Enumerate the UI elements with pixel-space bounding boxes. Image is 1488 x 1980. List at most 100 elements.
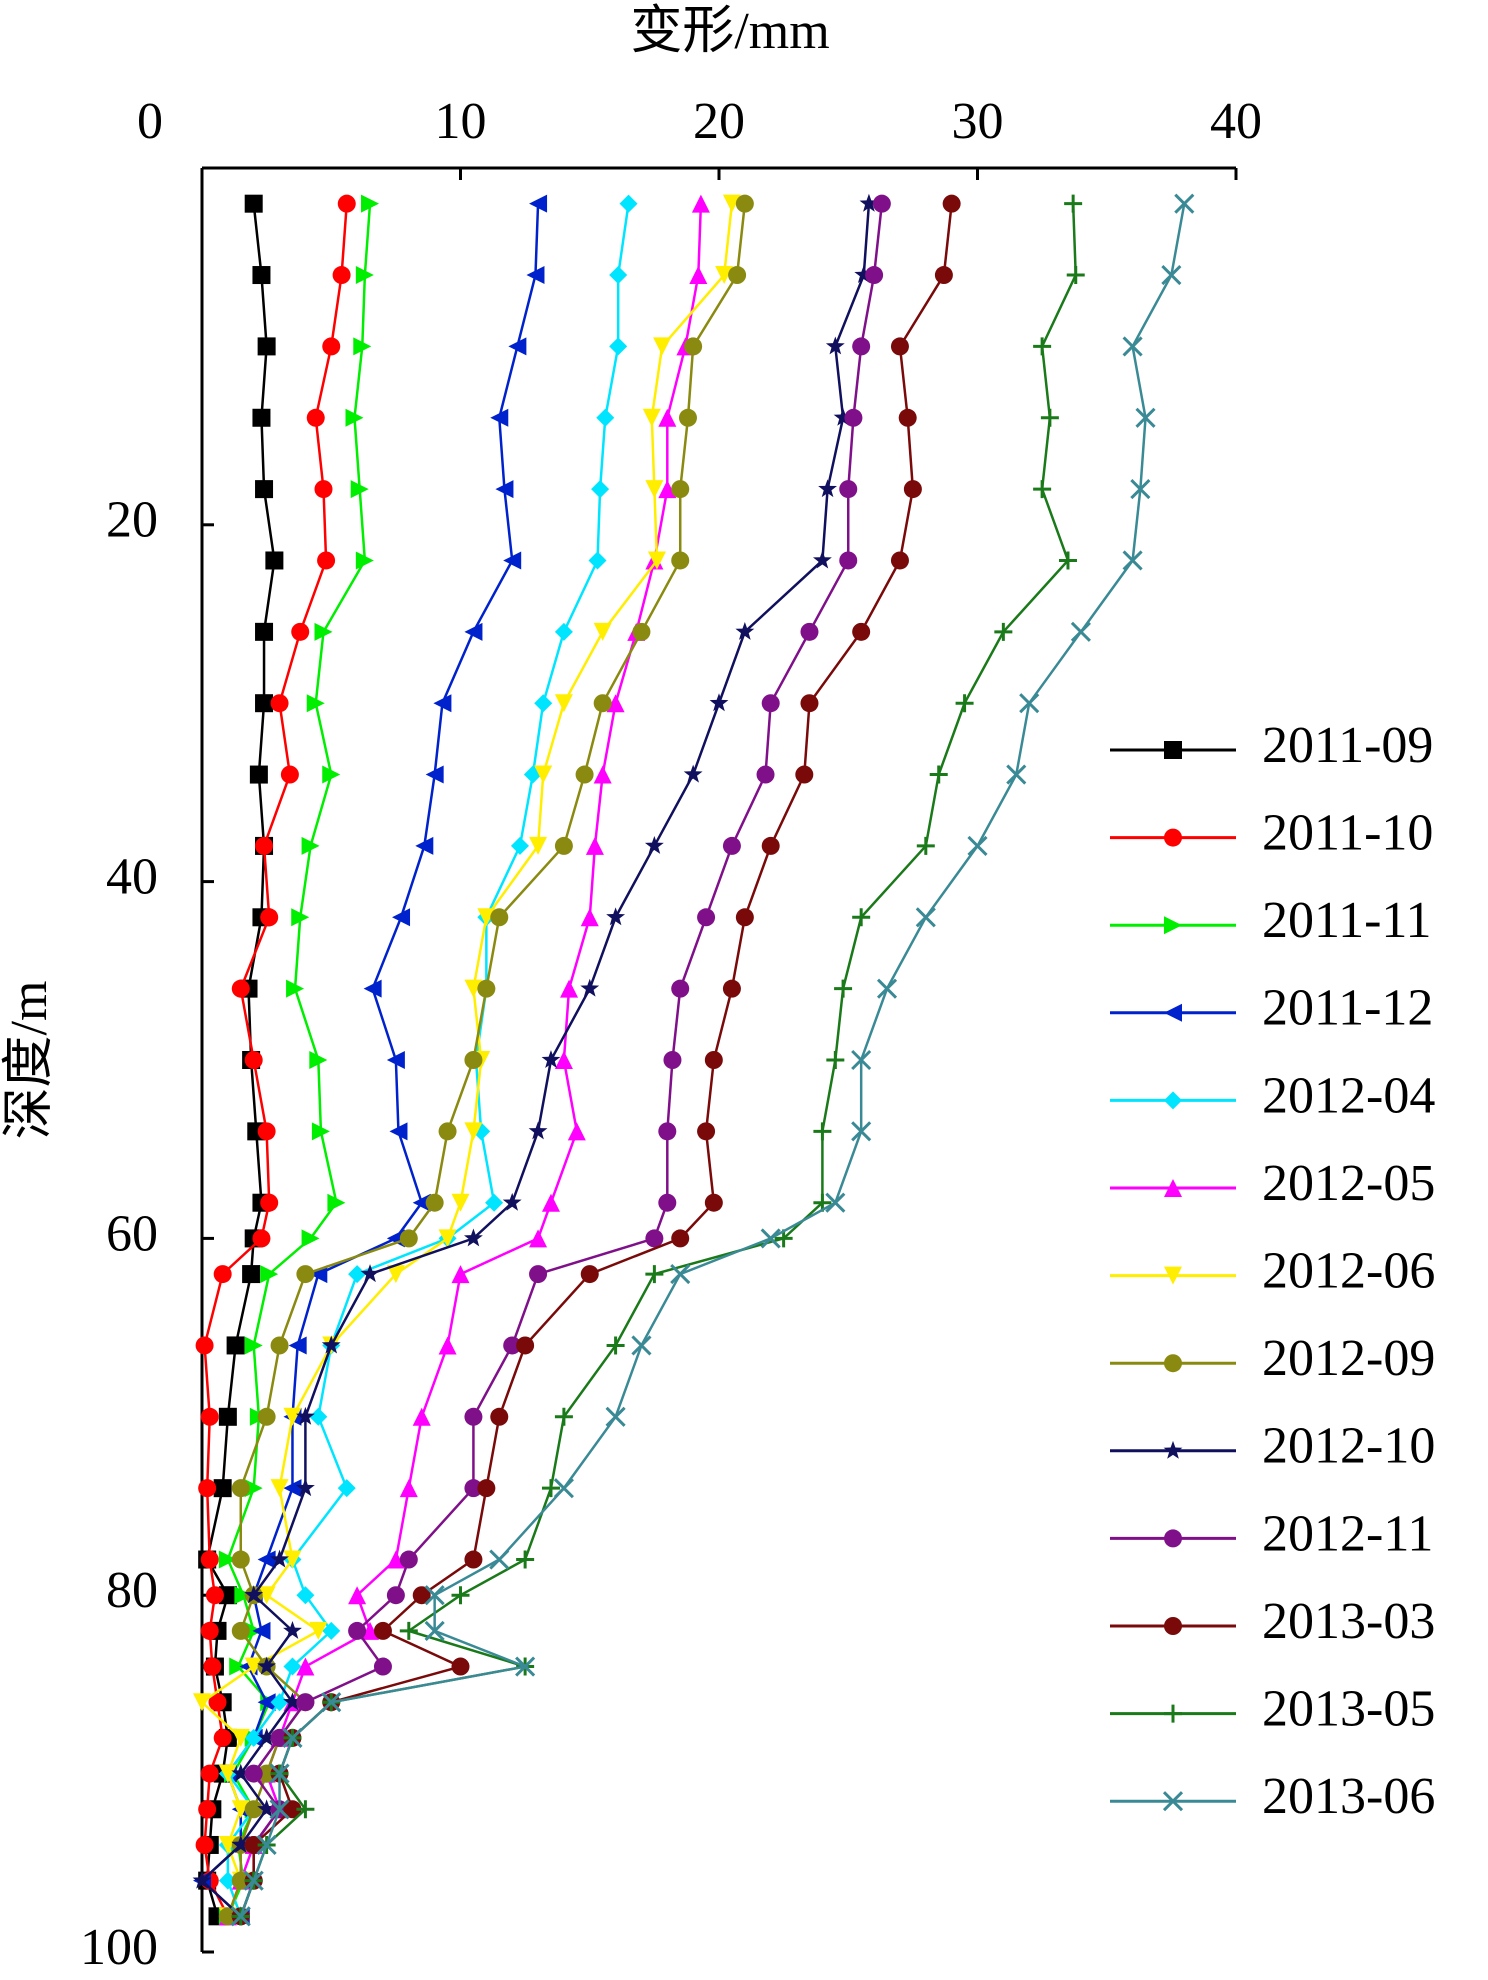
marker xyxy=(255,694,274,713)
marker xyxy=(244,1728,263,1747)
marker xyxy=(490,1407,509,1426)
marker xyxy=(244,1835,263,1854)
marker xyxy=(317,551,336,570)
marker xyxy=(193,1693,211,1712)
marker xyxy=(399,1229,418,1248)
marker xyxy=(244,194,263,213)
marker xyxy=(554,694,573,713)
marker xyxy=(451,1657,470,1676)
marker xyxy=(605,1406,626,1427)
legend-marker xyxy=(1162,1791,1184,1812)
marker xyxy=(844,408,863,427)
marker xyxy=(244,1479,263,1498)
marker xyxy=(257,1656,277,1675)
marker xyxy=(322,337,341,356)
marker xyxy=(715,266,734,285)
marker xyxy=(593,765,612,784)
y-tick-label: 40 xyxy=(106,849,158,906)
series-line xyxy=(239,203,1077,1917)
legend-marker xyxy=(1164,1091,1182,1110)
marker xyxy=(825,1192,846,1213)
legend-label: 2011-10 xyxy=(1262,805,1433,862)
marker xyxy=(373,1657,392,1676)
marker xyxy=(252,1621,271,1640)
marker xyxy=(800,622,819,641)
marker xyxy=(205,1586,224,1605)
marker xyxy=(580,978,600,997)
marker xyxy=(898,408,917,427)
marker xyxy=(593,694,612,713)
marker xyxy=(890,337,909,356)
marker xyxy=(1033,480,1052,499)
marker xyxy=(588,551,607,570)
marker xyxy=(242,1265,261,1284)
marker xyxy=(203,1657,222,1676)
marker xyxy=(309,1621,328,1640)
marker xyxy=(231,1728,250,1747)
marker xyxy=(244,1051,263,1069)
marker xyxy=(257,1550,276,1569)
marker xyxy=(399,1479,418,1498)
marker xyxy=(503,1336,522,1355)
marker xyxy=(596,408,615,427)
marker xyxy=(872,194,891,213)
marker xyxy=(451,1193,470,1212)
marker xyxy=(645,1229,664,1248)
marker xyxy=(684,337,703,356)
marker xyxy=(257,1799,277,1818)
marker xyxy=(252,1229,271,1248)
marker xyxy=(852,622,871,641)
marker xyxy=(231,1550,250,1569)
legend-marker xyxy=(1164,916,1182,935)
marker xyxy=(1006,764,1027,785)
marker xyxy=(270,1479,289,1498)
marker xyxy=(756,765,775,784)
marker xyxy=(322,765,341,784)
marker xyxy=(503,551,522,570)
marker xyxy=(851,1049,872,1071)
marker xyxy=(477,908,496,927)
marker xyxy=(516,1550,535,1569)
marker xyxy=(348,1621,367,1640)
marker xyxy=(386,1229,405,1248)
x-tick-label: 0 xyxy=(137,93,163,150)
marker xyxy=(412,1586,431,1605)
marker xyxy=(218,1907,237,1926)
marker xyxy=(218,1835,237,1854)
marker xyxy=(1135,407,1156,428)
marker xyxy=(269,1763,290,1784)
marker xyxy=(231,1621,250,1640)
marker xyxy=(818,479,837,498)
marker xyxy=(851,1121,872,1142)
marker xyxy=(929,765,948,784)
marker xyxy=(485,1193,504,1212)
legend-label: 2011-12 xyxy=(1262,980,1433,1037)
marker xyxy=(735,194,754,213)
marker xyxy=(495,480,514,499)
marker xyxy=(283,1692,302,1711)
marker xyxy=(934,266,953,285)
marker xyxy=(282,1727,303,1748)
marker xyxy=(234,1586,253,1605)
marker xyxy=(606,907,626,926)
legend-marker xyxy=(1164,828,1182,847)
legend-marker xyxy=(1163,1440,1183,1459)
marker xyxy=(208,1693,227,1712)
marker xyxy=(580,1265,599,1284)
marker xyxy=(490,908,509,927)
marker xyxy=(198,1800,217,1819)
legend-label: 2013-06 xyxy=(1262,1768,1435,1825)
marker xyxy=(554,1407,573,1426)
marker xyxy=(386,1550,405,1569)
marker xyxy=(373,1621,392,1640)
legend-marker xyxy=(1164,1529,1182,1548)
marker xyxy=(213,1479,232,1498)
marker xyxy=(296,1800,315,1819)
marker xyxy=(327,1193,346,1212)
marker xyxy=(670,1264,691,1285)
marker xyxy=(260,908,279,927)
marker xyxy=(534,694,553,713)
marker xyxy=(671,979,690,998)
marker xyxy=(510,836,529,855)
